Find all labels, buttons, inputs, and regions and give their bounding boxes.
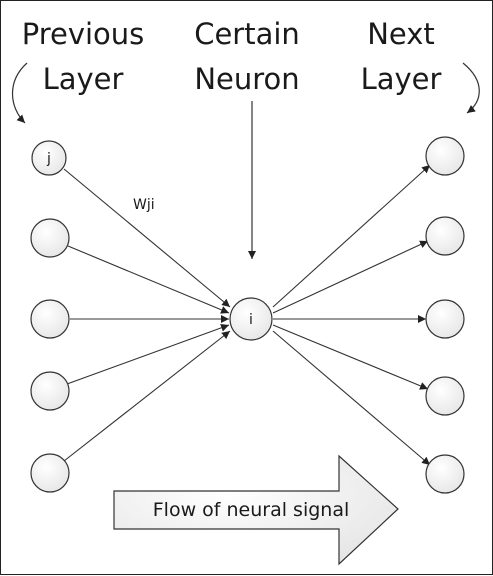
header-certain-line2: Neuron (194, 62, 299, 96)
weight-label: Wji (133, 197, 155, 213)
header-next-line2: Layer (361, 62, 442, 96)
header-previous-line1: Previous (22, 17, 145, 51)
curved-arrow-left (12, 62, 28, 124)
edge-in-1 (63, 168, 231, 308)
next-node-3 (425, 299, 465, 339)
edge-out-1 (272, 164, 431, 308)
edge-in-2 (67, 245, 230, 314)
edge-in-4 (66, 323, 230, 385)
header-previous-line2: Layer (43, 62, 124, 96)
edge-in-5 (63, 330, 231, 462)
prev-node-2 (30, 218, 70, 258)
neuron-i (229, 297, 273, 341)
flow-arrow (113, 454, 399, 566)
next-node-4 (425, 376, 465, 416)
edge-out-4 (272, 324, 429, 390)
flow-label: Flow of neural signal (153, 499, 350, 521)
node-i-label: i (249, 312, 253, 328)
prev-node-3 (30, 299, 70, 339)
edge-out-2 (272, 240, 429, 314)
header-next-line1: Next (367, 17, 435, 51)
next-node-2 (425, 216, 465, 256)
prev-node-5 (30, 453, 70, 493)
next-node-1 (425, 136, 465, 176)
node-j-label: j (46, 151, 51, 167)
next-node-5 (425, 454, 465, 494)
header-certain-line1: Certain (194, 17, 300, 51)
prev-node-j (31, 140, 67, 176)
curved-arrow-right (462, 62, 480, 114)
prev-node-4 (30, 371, 70, 411)
edge-out-5 (272, 330, 431, 466)
